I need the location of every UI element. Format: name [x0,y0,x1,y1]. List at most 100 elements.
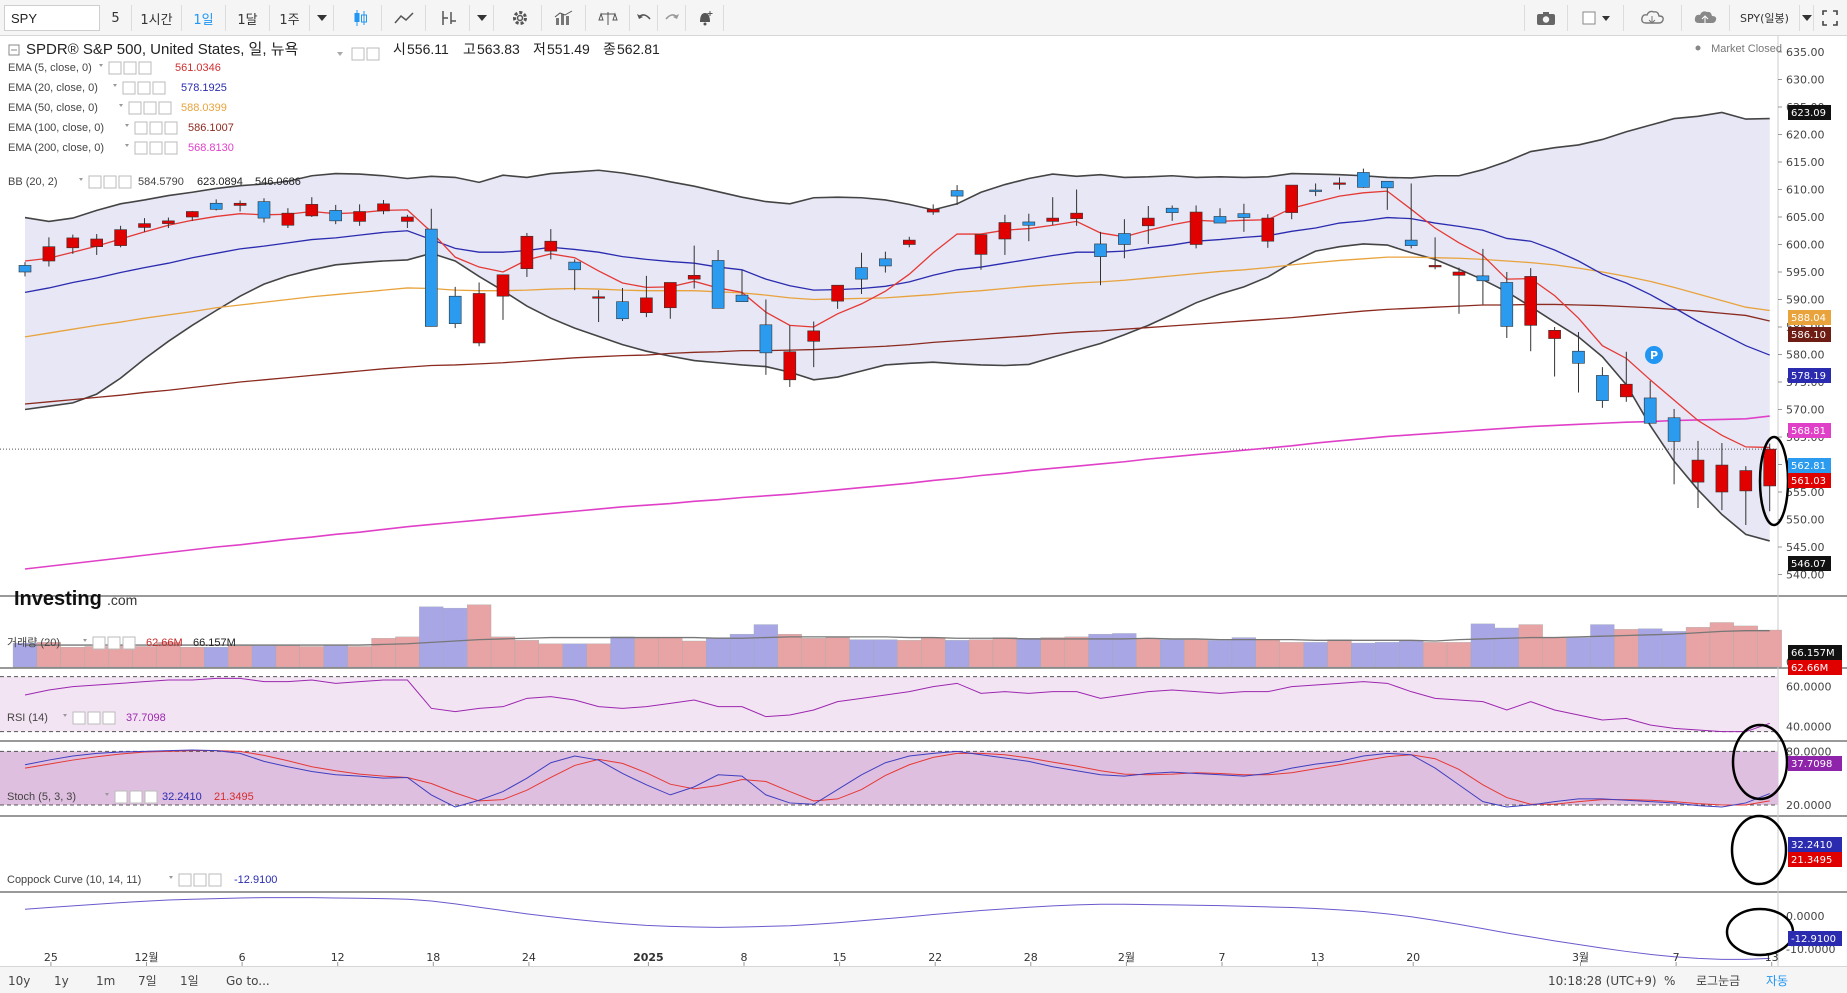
range-1y-button[interactable]: 1y [54,973,69,988]
time-tick-label-13: 13 [1311,951,1325,964]
candle-body-11 [281,212,295,226]
coppock-label[interactable]: Coppock Curve (10, 14, 11) [7,874,141,886]
compare-button[interactable] [586,5,630,31]
volume-bar-56 [1351,642,1376,668]
ema200-value: 568.8130 [188,142,234,154]
rsi-label[interactable]: RSI (14) [7,712,48,724]
bb-label[interactable]: BB (20, 2) [8,176,58,188]
volume-bar-10 [251,645,277,668]
ema200-label[interactable]: EMA (200, close, 0) [8,142,104,154]
volume-bar-25 [610,636,635,668]
chart-symbol-dropdown[interactable] [1800,5,1814,31]
collapse-icon[interactable] [8,44,20,56]
candle-type-button[interactable] [338,5,382,31]
volume-label[interactable]: 거래량 (20) [7,636,60,649]
candle-body-15 [377,203,390,212]
investing-logo-suffix: .com [107,592,137,608]
close-icon-1 [152,81,166,95]
goto-button[interactable]: Go to... [226,973,270,988]
candle-body-31 [759,324,773,354]
cloud-download-button[interactable] [1624,5,1682,31]
undo-button[interactable] [630,5,658,31]
screenshot-button[interactable] [1524,5,1568,31]
settings-button[interactable] [498,5,542,31]
redo-button[interactable] [658,5,686,31]
interval-5m-button[interactable]: 5 [100,5,132,31]
header-eye-icon [351,47,365,61]
layout-button[interactable] [1568,5,1624,31]
close-icon-3 [164,121,178,135]
drawing-dropdown-button[interactable] [470,5,494,31]
line-chart-button[interactable] [382,5,426,31]
candle-body-40 [974,234,988,255]
candle-body-41 [998,222,1012,240]
chart-canvas[interactable]: 635.00630.00625.00620.00615.00610.00605.… [0,36,1847,966]
candle-body-71 [1715,464,1729,493]
alert-button[interactable] [686,5,724,31]
price-badges: 623.09 588.04 586.10 578.19 568.81 562.8… [1788,105,1842,946]
range-1m-button[interactable]: 1m [96,973,116,988]
volume-bar-16 [395,636,420,668]
candle-body-63 [1524,276,1537,326]
stoch-pane[interactable] [0,749,1778,808]
time-tick-label-1: 12월 [134,951,158,964]
auto-scale-button[interactable]: 자동 [1766,974,1789,988]
interval-dropdown-button[interactable] [310,5,334,31]
rsi-pane[interactable] [0,676,1778,733]
ema20-line [24,216,1770,356]
price-tick-label-13: 570.00 [1786,404,1825,417]
range-7d-button[interactable]: 7일 [138,974,157,988]
volume-bar-61 [1470,623,1495,668]
candle-body-53 [1285,184,1298,213]
ema50-value: 588.0399 [181,102,227,114]
interval-1d-button[interactable]: 1일 [182,5,226,31]
volume-bar-60 [1446,642,1472,668]
ema50-label[interactable]: EMA (50, close, 0) [8,102,98,114]
volume-bar-53 [1279,642,1304,668]
time-tick-label-14: 20 [1406,951,1420,964]
indicators-button[interactable] [542,5,586,31]
candle-body-4 [114,229,127,246]
candle-body-17 [424,228,438,327]
gear-icon-4 [149,141,163,155]
legend-dropdown-icon-8 [105,793,109,796]
high-label: 고 [463,41,476,57]
event-marker[interactable] [1645,346,1663,364]
ema20-label[interactable]: EMA (20, close, 0) [8,82,98,94]
chart-symbol-label[interactable]: SPY(일봉) [1730,5,1800,31]
range-1d-button[interactable]: 1일 [180,974,199,988]
volume-pane[interactable] [12,604,1782,668]
log-scale-button[interactable]: 로그눈금 [1696,974,1741,988]
cloud-upload-button[interactable] [1682,5,1730,31]
stoch-label[interactable]: Stoch (5, 3, 3) [7,791,76,803]
candle-body-64 [1548,329,1561,339]
percent-scale-button[interactable]: % [1664,973,1676,988]
instrument-title: SPDR® S&P 500, United States, 일, 뉴욕 [26,41,298,58]
header-dropdown-icon [337,52,343,56]
range-10y-button[interactable]: 10y [8,973,31,988]
price-tick-label-3: 620.00 [1786,129,1825,142]
legend-settings-icons[interactable] [63,47,380,887]
fullscreen-button[interactable] [1816,5,1844,31]
price-pane[interactable] [0,111,1778,570]
symbol-input[interactable] [4,5,100,31]
volume-bar-12 [299,646,324,668]
ema5-value: 561.0346 [175,62,221,74]
coppock-pane[interactable] [24,897,1770,960]
fullscreen-icon [1822,10,1838,26]
volume-bar-39 [945,640,970,668]
interval-1mo-button[interactable]: 1달 [226,5,270,31]
interval-1h-button[interactable]: 1시간 [132,5,182,31]
ema5-label[interactable]: EMA (5, close, 0) [8,62,92,74]
gear-icon [512,11,527,25]
rsi-band [0,676,1778,732]
time-tick-label-4: 18 [426,951,440,964]
candle-body-18 [448,295,462,325]
candle-body-13 [329,210,343,222]
price-tick-label-17: 550.00 [1786,514,1825,527]
eye-icon-6 [92,636,106,650]
eye-icon-3 [134,121,148,135]
ema100-label[interactable]: EMA (100, close, 0) [8,122,104,134]
drawing-tools-button[interactable] [426,5,470,31]
interval-1w-button[interactable]: 1주 [270,5,310,31]
